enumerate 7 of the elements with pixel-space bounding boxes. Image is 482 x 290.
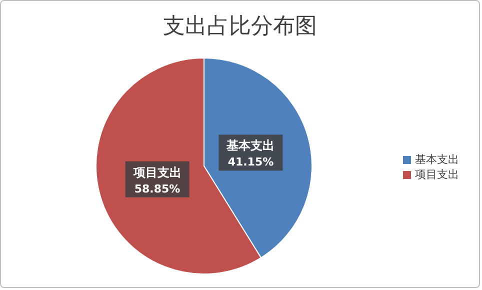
data-label: 58.85% [134, 182, 180, 196]
legend-label: 项目支出 [415, 168, 459, 181]
chart-title: 支出占比分布图 [162, 13, 318, 41]
legend-label: 基本支出 [415, 153, 459, 166]
data-label: 41.15% [228, 156, 274, 169]
slice-label: 项目支出 [132, 165, 182, 180]
slice-label: 基本支出 [226, 138, 275, 153]
